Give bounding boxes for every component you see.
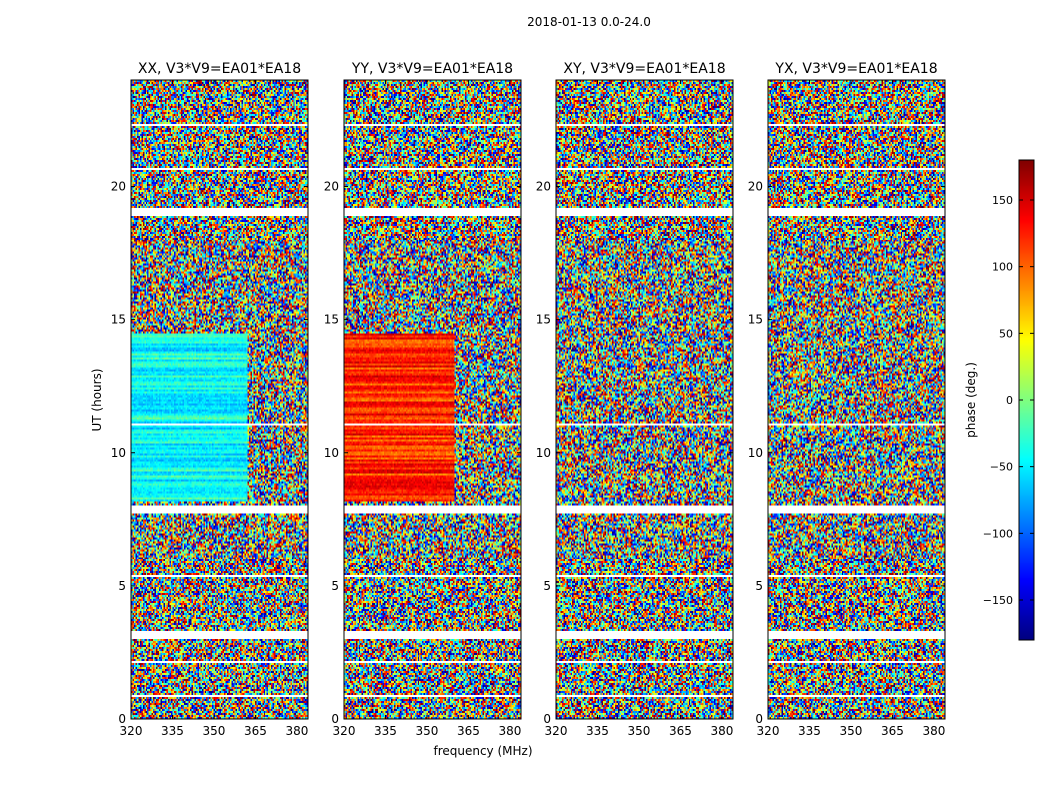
y-tick-label: 5 [543,579,551,593]
x-tick-label: 350 [203,724,226,738]
x-tick-label: 335 [374,724,397,738]
colorbar-tick-label: −100 [983,527,1013,540]
y-tick-label: 15 [748,313,763,327]
x-tick-label: 320 [333,724,356,738]
y-tick-label: 15 [536,313,551,327]
y-tick-label: 5 [331,579,339,593]
x-tick-label: 335 [161,724,184,738]
x-tick-label: 365 [244,724,267,738]
x-axis-label: frequency (MHz) [433,744,532,758]
x-tick-label: 350 [628,724,651,738]
y-tick-label: 10 [111,446,126,460]
y-tick-label: 15 [111,313,126,327]
y-tick-label: 10 [324,446,339,460]
colorbar-gradient [1019,160,1034,640]
y-tick-label: 15 [324,313,339,327]
y-tick-label: 10 [748,446,763,460]
panel-frame-xy [555,79,734,720]
y-tick-label: 20 [324,180,339,194]
heatmap-yy [344,80,521,719]
x-tick-label: 380 [922,724,945,738]
x-tick-label: 365 [881,724,904,738]
suptitle: 2018-01-13 0.0-24.0 [527,15,651,29]
colorbar-label: phase (deg.) [964,362,978,438]
y-tick-label: 5 [755,579,763,593]
panel-title-yy: YY, V3*V9=EA01*EA18 [351,61,513,77]
colorbar-tick-label: 100 [992,261,1013,274]
colorbar-tick-label: −150 [983,594,1013,607]
panel-frame-xx [130,79,309,720]
y-tick-label: 0 [331,712,339,726]
x-tick-label: 380 [710,724,733,738]
panel-title-xx: XX, V3*V9=EA01*EA18 [138,61,301,77]
y-tick-label: 20 [748,180,763,194]
heatmap-xx [131,80,308,719]
colorbar: 150 100 50 0 −50 −100 −150 [983,159,1035,641]
panel-frame-yx [767,79,946,720]
x-tick-label: 365 [669,724,692,738]
x-tick-label: 350 [416,724,439,738]
y-tick-label: 20 [111,180,126,194]
panels: XX, V3*V9=EA01*EA18 320 335 350 365 380 0 5 10 15… [111,61,946,738]
heatmap-xy [556,80,733,719]
x-tick-label: 380 [498,724,521,738]
y-tick-label: 5 [118,579,126,593]
colorbar-tick-label: 150 [992,194,1013,207]
colorbar-tick-label: −50 [990,461,1013,474]
colorbar-tick-label: 0 [1006,394,1013,407]
y-tick-label: 0 [543,712,551,726]
x-tick-label: 335 [586,724,609,738]
panel-title-xy: XY, V3*V9=EA01*EA18 [563,61,725,77]
y-tick-label: 10 [536,446,551,460]
y-tick-label: 0 [755,712,763,726]
panel-title-yx: YX, V3*V9=EA01*EA18 [774,61,937,77]
y-tick-label: 0 [118,712,126,726]
heatmap-yx [768,80,945,719]
x-tick-label: 335 [798,724,821,738]
x-tick-label: 350 [840,724,863,738]
x-tick-label: 320 [545,724,568,738]
colorbar-tick-label: 50 [999,327,1013,340]
y-axis-label: UT (hours) [90,368,104,431]
x-tick-label: 380 [285,724,308,738]
x-tick-label: 320 [757,724,780,738]
x-tick-label: 365 [457,724,480,738]
x-tick-label: 320 [120,724,143,738]
panel-frame-yy [343,79,522,720]
y-tick-label: 20 [536,180,551,194]
